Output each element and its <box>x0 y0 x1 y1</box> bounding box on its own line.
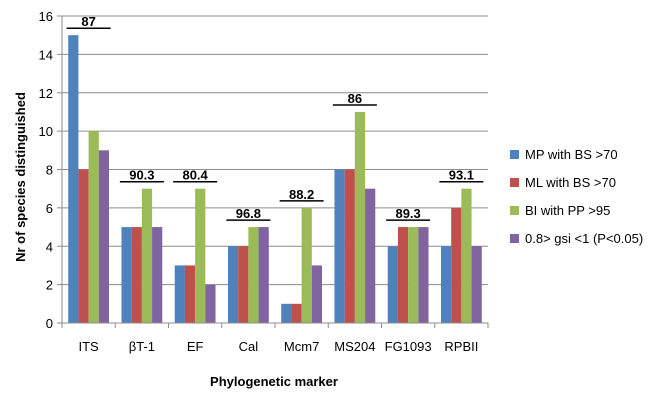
bar <box>344 169 355 323</box>
bar <box>195 188 206 323</box>
y-tick-label: 14 <box>39 47 53 62</box>
bars <box>68 35 482 323</box>
bar <box>78 169 89 323</box>
bar <box>440 246 452 323</box>
annotation-label: 89.3 <box>395 206 420 221</box>
bar <box>227 246 239 323</box>
x-tick-label: EF <box>187 339 204 354</box>
x-tick-label: βT-1 <box>129 339 155 354</box>
y-tick-label: 0 <box>46 316 53 331</box>
y-tick-label: 6 <box>46 201 53 216</box>
annotation-label: 90.3 <box>129 168 154 183</box>
annotation-label: 96.8 <box>236 206 261 221</box>
legend-label: 0.8> gsi <1 (P<0.05) <box>525 231 643 246</box>
legend-label: BI with PP >95 <box>525 203 610 218</box>
bar <box>281 303 292 323</box>
bar <box>238 246 249 323</box>
y-tick-label: 10 <box>39 124 53 139</box>
bar <box>387 246 398 323</box>
y-tick-label: 12 <box>39 86 53 101</box>
annotation-label: 86 <box>348 91 362 106</box>
x-tick-label: Mcm7 <box>284 339 319 354</box>
y-tick-label: 8 <box>46 163 53 178</box>
annotations: 87 90.3 80.4 96.8 88.2 86 89.3 93.1 <box>66 14 484 221</box>
legend-swatch <box>510 206 519 215</box>
annotation-label: 88.2 <box>289 187 314 202</box>
bar <box>152 227 163 323</box>
bar <box>291 303 302 323</box>
annotation-label: 80.4 <box>182 168 208 183</box>
bar <box>354 111 366 323</box>
x-tick-label: MS204 <box>334 339 375 354</box>
bar <box>205 284 216 323</box>
bar <box>397 227 409 323</box>
bar <box>248 227 259 323</box>
bar <box>451 207 462 323</box>
legend-label: MP with BS >70 <box>525 147 618 162</box>
legend-swatch <box>510 178 519 187</box>
legend-swatch <box>510 234 519 243</box>
x-tick-label: ITS <box>79 339 100 354</box>
axes: 0 2 4 6 8 10 12 14 16 ITS βT-1 EF Cal Mcm7 MS204 FG1093… <box>39 9 489 354</box>
x-tick-label: FG1093 <box>385 339 432 354</box>
bar <box>461 188 472 323</box>
legend-label: ML with BS >70 <box>525 175 616 190</box>
bar <box>141 188 153 323</box>
bar <box>174 265 185 323</box>
bar <box>121 227 132 323</box>
bar <box>88 131 99 323</box>
annotation-label: 93.1 <box>449 168 474 183</box>
bar <box>184 265 196 323</box>
bar <box>365 188 376 323</box>
x-tick-label: Cal <box>239 339 259 354</box>
y-tick-label: 2 <box>46 278 53 293</box>
y-tick-label: 4 <box>46 239 53 254</box>
bar <box>408 227 419 323</box>
bar <box>98 150 110 323</box>
bar <box>334 169 345 323</box>
legend-swatch <box>510 150 519 159</box>
bar <box>68 35 79 323</box>
bar <box>418 227 429 323</box>
bar <box>311 265 323 323</box>
y-tick-label: 16 <box>39 9 53 24</box>
annotation-label: 87 <box>81 14 95 29</box>
bar <box>301 207 312 323</box>
x-axis-title: Phylogenetic marker <box>210 374 338 389</box>
bar <box>471 246 482 323</box>
x-tick-label: RPBII <box>444 339 478 354</box>
bar <box>131 227 142 323</box>
y-axis-title: Nr of species distinguished <box>13 92 28 262</box>
bar <box>258 227 269 323</box>
legend: MP with BS >70 ML with BS >70 BI with PP >… <box>510 147 643 246</box>
